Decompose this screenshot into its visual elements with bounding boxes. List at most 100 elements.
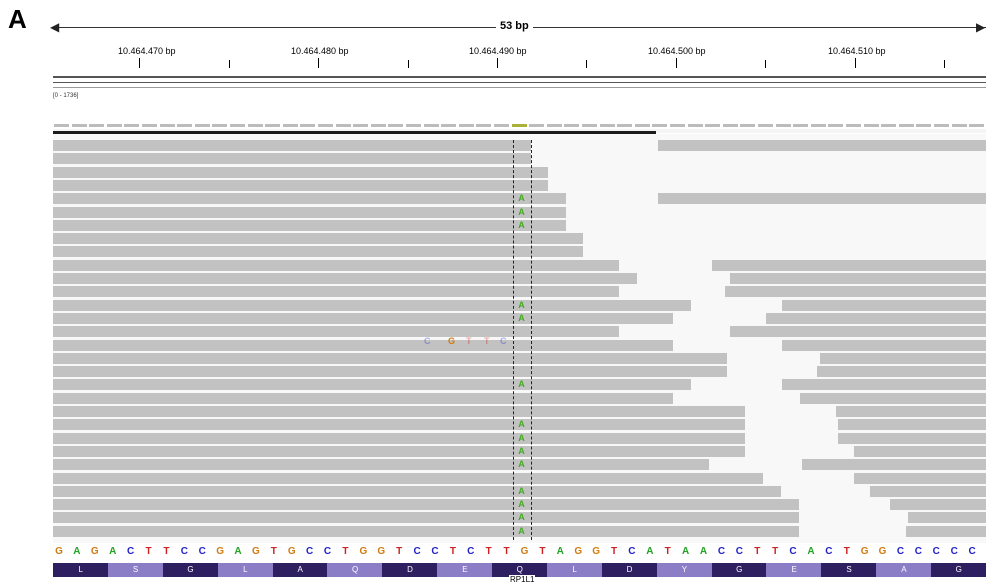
reference-base: C <box>198 546 206 557</box>
reference-base: C <box>789 546 797 557</box>
coverage-bar <box>546 124 562 127</box>
coverage-bar <box>124 124 140 127</box>
coverage-track[interactable] <box>53 124 986 128</box>
coverage-bar <box>617 124 633 127</box>
reference-base: A <box>73 546 81 557</box>
ruler-minor-tick <box>408 60 409 68</box>
amino-acid: Q <box>327 563 383 577</box>
coverage-bar <box>423 124 439 127</box>
reference-base: G <box>878 546 887 557</box>
reference-base: T <box>664 546 671 557</box>
coverage-bar <box>265 124 281 127</box>
amino-acid: L <box>217 563 274 577</box>
reference-base: G <box>860 546 869 557</box>
coverage-bar <box>705 124 721 127</box>
coverage-bar <box>511 124 527 127</box>
coverage-bar <box>353 124 369 127</box>
coverage-bar <box>582 124 597 127</box>
amino-acid: G <box>711 563 767 577</box>
coverage-bar <box>758 124 773 127</box>
reference-base: T <box>503 546 510 557</box>
amino-acid: L <box>53 563 109 577</box>
ruler-minor-tick <box>229 60 230 68</box>
coverage-bar <box>142 124 157 127</box>
reference-base: C <box>896 546 905 557</box>
coverage-bar <box>652 124 668 127</box>
coverage-bar <box>441 124 457 127</box>
coverage-bar <box>247 124 263 127</box>
reference-base: A <box>234 546 242 557</box>
reference-base: G <box>55 546 63 557</box>
reference-base: C <box>914 546 922 557</box>
amino-acid: G <box>162 563 219 577</box>
reference-base: T <box>163 546 170 557</box>
coverage-bar <box>564 124 580 127</box>
amino-acid: A <box>876 563 932 577</box>
reference-base: C <box>180 546 188 557</box>
reference-base: G <box>377 546 386 557</box>
coverage-bar <box>230 124 245 127</box>
ruler-major-tick <box>855 58 856 68</box>
coverage-bar <box>687 124 703 127</box>
coverage-bar <box>177 124 193 127</box>
coverage-bar <box>670 124 685 127</box>
downsample-indicator <box>53 131 656 134</box>
coverage-bar <box>71 124 87 127</box>
alignment-track[interactable] <box>53 134 986 543</box>
ruler-left-arrow-icon: ◀ <box>50 20 60 34</box>
coverage-bar <box>212 124 228 127</box>
amino-acid: E <box>766 563 822 577</box>
coverage-bar <box>898 124 914 127</box>
coverage-bar <box>370 124 386 127</box>
track-divider <box>53 87 986 88</box>
reference-base: T <box>754 546 761 557</box>
coverage-bar <box>106 124 122 127</box>
reference-base: T <box>449 546 456 557</box>
reference-base: A <box>646 546 654 557</box>
coverage-bar <box>810 124 826 127</box>
reference-base: G <box>216 546 225 557</box>
reference-base: G <box>592 546 600 557</box>
coverage-bar <box>300 124 316 127</box>
ruler-tick-label: 10.464.490 bp <box>469 46 527 56</box>
coverage-bar <box>194 124 210 127</box>
ruler-tick-label: 10.464.480 bp <box>291 46 349 56</box>
ruler-major-tick <box>139 58 140 68</box>
reference-base: T <box>396 546 403 557</box>
amino-acid: A <box>272 563 328 577</box>
coverage-bar <box>846 124 861 127</box>
reference-base: G <box>252 546 260 557</box>
reference-base: C <box>968 546 976 557</box>
coverage-bar <box>89 124 105 127</box>
reference-base: T <box>610 546 618 557</box>
coverage-bar <box>318 124 333 127</box>
ruler-right-arrow-icon: ▶ <box>976 20 986 34</box>
reference-base: C <box>413 546 421 557</box>
reference-base: T <box>342 546 349 557</box>
coverage-bar <box>722 124 738 127</box>
reference-base: T <box>772 546 779 557</box>
coverage-bar <box>740 124 756 127</box>
ruler-minor-tick <box>944 60 945 68</box>
amino-acid: D <box>601 563 658 577</box>
coverage-bar <box>916 124 932 127</box>
reference-base: A <box>682 546 690 557</box>
coverage-bar <box>494 124 509 127</box>
reference-base: A <box>556 546 564 557</box>
reference-base: C <box>431 546 439 557</box>
coverage-bar <box>881 124 897 127</box>
coverage-bar <box>388 124 404 127</box>
ruler-major-tick <box>497 58 498 68</box>
ruler-tick-label: 10.464.510 bp <box>828 46 886 56</box>
ruler-major-tick <box>318 58 319 68</box>
reference-base: C <box>717 546 726 557</box>
coverage-bar <box>828 124 844 127</box>
coverage-bar <box>335 124 351 127</box>
amino-acid: Y <box>656 563 713 577</box>
coverage-bar <box>529 124 545 127</box>
reference-base: T <box>145 546 152 557</box>
amino-acid: Q <box>492 563 548 577</box>
ruler-minor-tick <box>586 60 587 68</box>
